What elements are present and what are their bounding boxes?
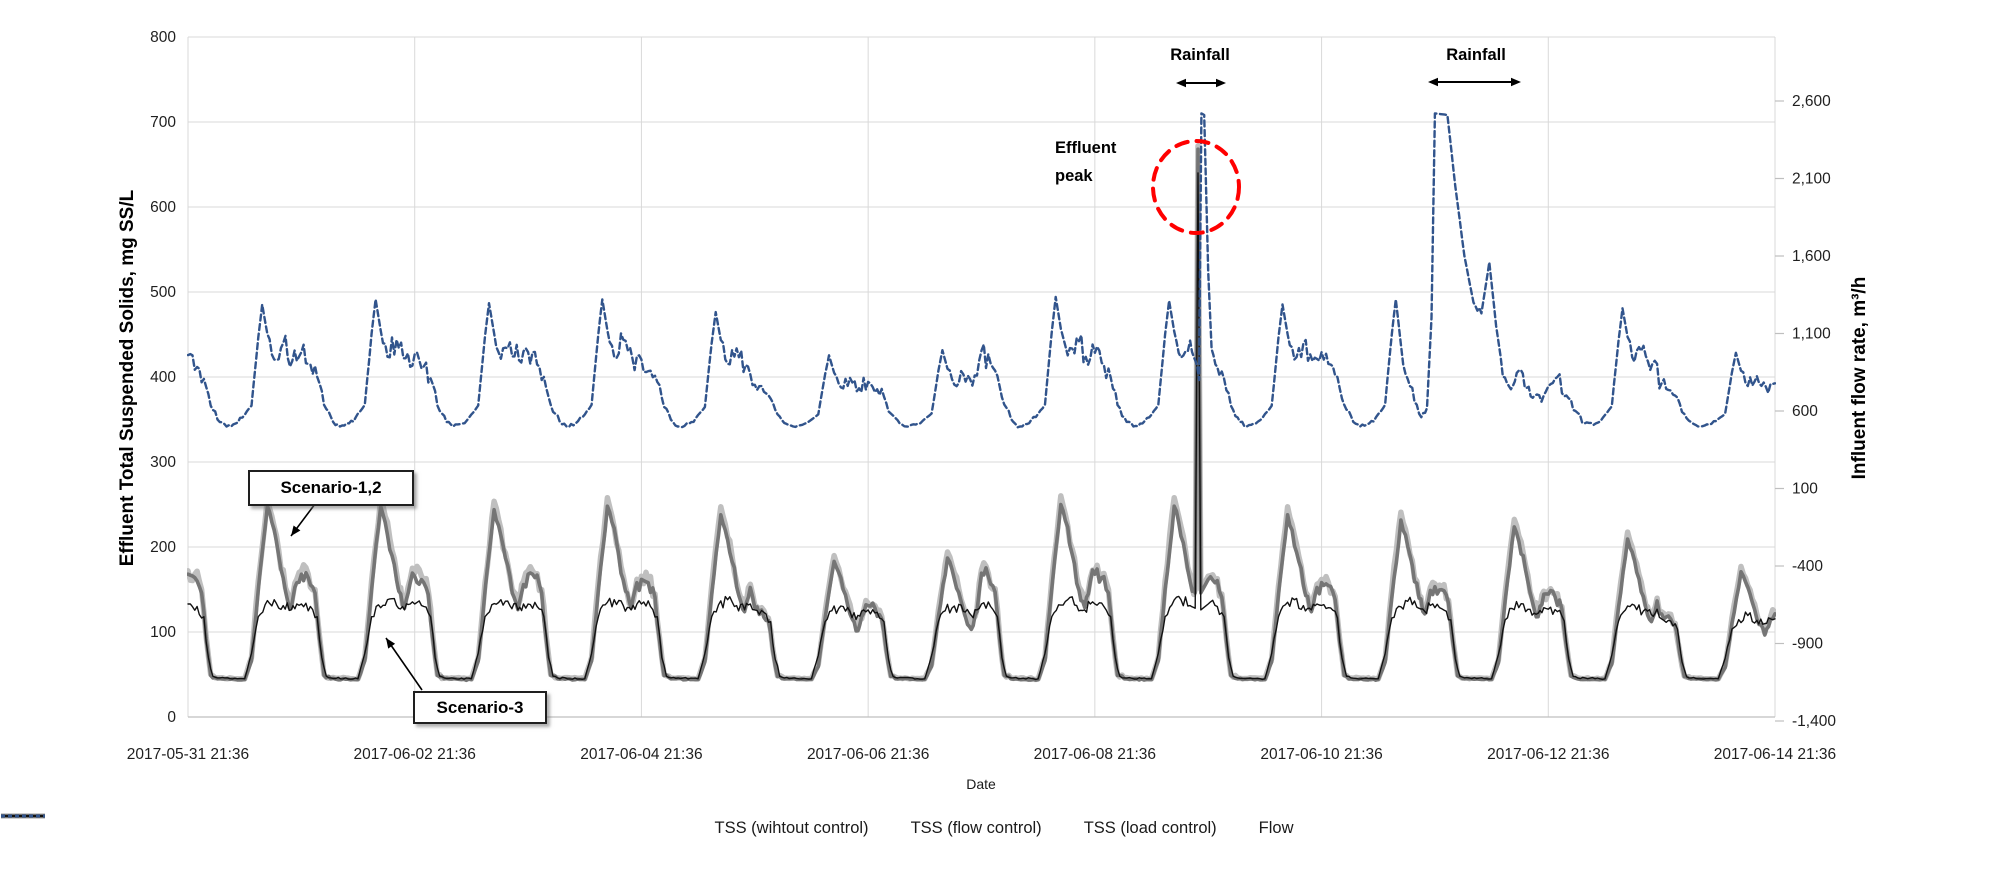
- x-axis-tick-label: 2017-06-12 21:36: [1487, 746, 1609, 763]
- rainfall-label: Rainfall: [1446, 46, 1506, 64]
- arrowhead: [291, 525, 301, 536]
- left-axis-tick-label: 200: [150, 539, 176, 556]
- left-axis-tick-label: 0: [167, 709, 176, 726]
- left-axis-tick-label: 100: [150, 624, 176, 641]
- x-axis-tick-label: 2017-06-06 21:36: [807, 746, 929, 763]
- x-axis-tick-label: 2017-06-04 21:36: [580, 746, 702, 763]
- legend-label: TSS (flow control): [910, 818, 1042, 837]
- series-tss-load-control: [187, 172, 1776, 681]
- left-axis-tick-label: 700: [150, 114, 176, 131]
- legend-label: TSS (load control): [1083, 818, 1217, 837]
- right-axis-tick-label: 2,600: [1792, 93, 1831, 110]
- effluent-peak-ellipse: [1151, 139, 1241, 235]
- callout-scenario-3: Scenario-3: [413, 691, 547, 724]
- x-axis-tick-label: 2017-06-02 21:36: [354, 746, 476, 763]
- left-axis-tick-label: 500: [150, 284, 176, 301]
- legend-item: Flow: [1, 814, 1294, 838]
- series-flow: [187, 112, 1776, 429]
- left-axis-tick-label: 400: [150, 369, 176, 386]
- arrowhead: [1176, 78, 1186, 88]
- x-axis-title: Date: [966, 776, 996, 792]
- legend-label: TSS (wihtout control): [714, 818, 869, 837]
- right-axis-tick-label: -1,400: [1792, 713, 1836, 730]
- right-axis-tick-label: 100: [1792, 481, 1818, 498]
- right-axis-tick-label: 600: [1792, 403, 1818, 420]
- arrowhead: [1511, 77, 1521, 87]
- legend-label: Flow: [1258, 818, 1294, 837]
- right-axis-title: Influent flow rate, m³/h: [1849, 276, 1870, 480]
- right-axis-tick-label: -400: [1792, 558, 1823, 575]
- right-axis-tick-label: -900: [1792, 636, 1823, 653]
- callout-arrow-line: [385, 637, 423, 691]
- arrowhead: [1216, 78, 1226, 88]
- legend: TSS (wihtout control) TSS (flow control) T…: [0, 810, 2008, 846]
- x-axis-tick-label: 2017-06-10 21:36: [1260, 746, 1382, 763]
- arrowhead: [1428, 77, 1438, 87]
- x-axis-tick-label: 2017-06-08 21:36: [1034, 746, 1156, 763]
- left-axis-title: Effluent Total Suspended Solids, mg SS/L: [117, 189, 138, 567]
- series-layer: [187, 112, 1776, 683]
- legend-item: TSS (flow control): [1, 813, 1042, 838]
- legend-swatch: [1, 814, 45, 818]
- legend-item: TSS (wihtout control): [1, 813, 869, 838]
- arrowhead: [386, 638, 396, 649]
- callout-scenario-1-2: Scenario-1,2: [248, 470, 414, 506]
- annotations-svg: [290, 77, 1521, 691]
- right-axis-tick-label: 1,100: [1792, 326, 1831, 343]
- rainfall-label: Rainfall: [1170, 46, 1230, 64]
- x-axis-tick-label: 2017-06-14 21:36: [1714, 746, 1836, 763]
- legend-item: TSS (load control): [1, 815, 1217, 838]
- left-axis-tick-label: 600: [150, 199, 176, 216]
- left-axis-tick-label: 300: [150, 454, 176, 471]
- x-axis-tick-label: 2017-05-31 21:36: [127, 746, 249, 763]
- left-axis-tick-label: 800: [150, 29, 176, 46]
- effluent-peak-label: Effluent peak: [1055, 139, 1117, 185]
- right-axis-tick-label: 2,100: [1792, 171, 1831, 188]
- series-tss-wihtout-control: [187, 143, 1776, 683]
- right-axis-tick-label: 1,600: [1792, 248, 1831, 265]
